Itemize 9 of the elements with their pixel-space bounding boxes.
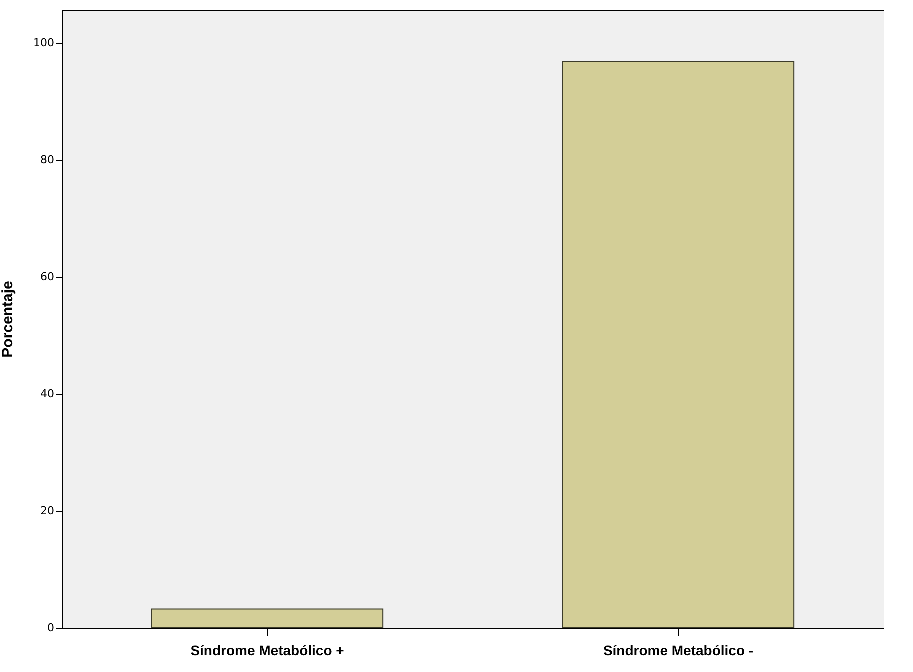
y-axis-title: Porcentaje (0, 281, 17, 358)
y-tick-label: 20 (40, 504, 54, 518)
x-tick-label: Síndrome Metabólico + (190, 642, 344, 658)
y-tick-label: 60 (40, 270, 54, 284)
x-tick-label: Síndrome Metabólico - (603, 642, 754, 658)
y-tick-label: 80 (40, 153, 54, 166)
y-tick-label: 100 (34, 36, 54, 50)
y-tick-label: 0 (48, 622, 54, 634)
y-tick-label: 40 (40, 387, 54, 400)
